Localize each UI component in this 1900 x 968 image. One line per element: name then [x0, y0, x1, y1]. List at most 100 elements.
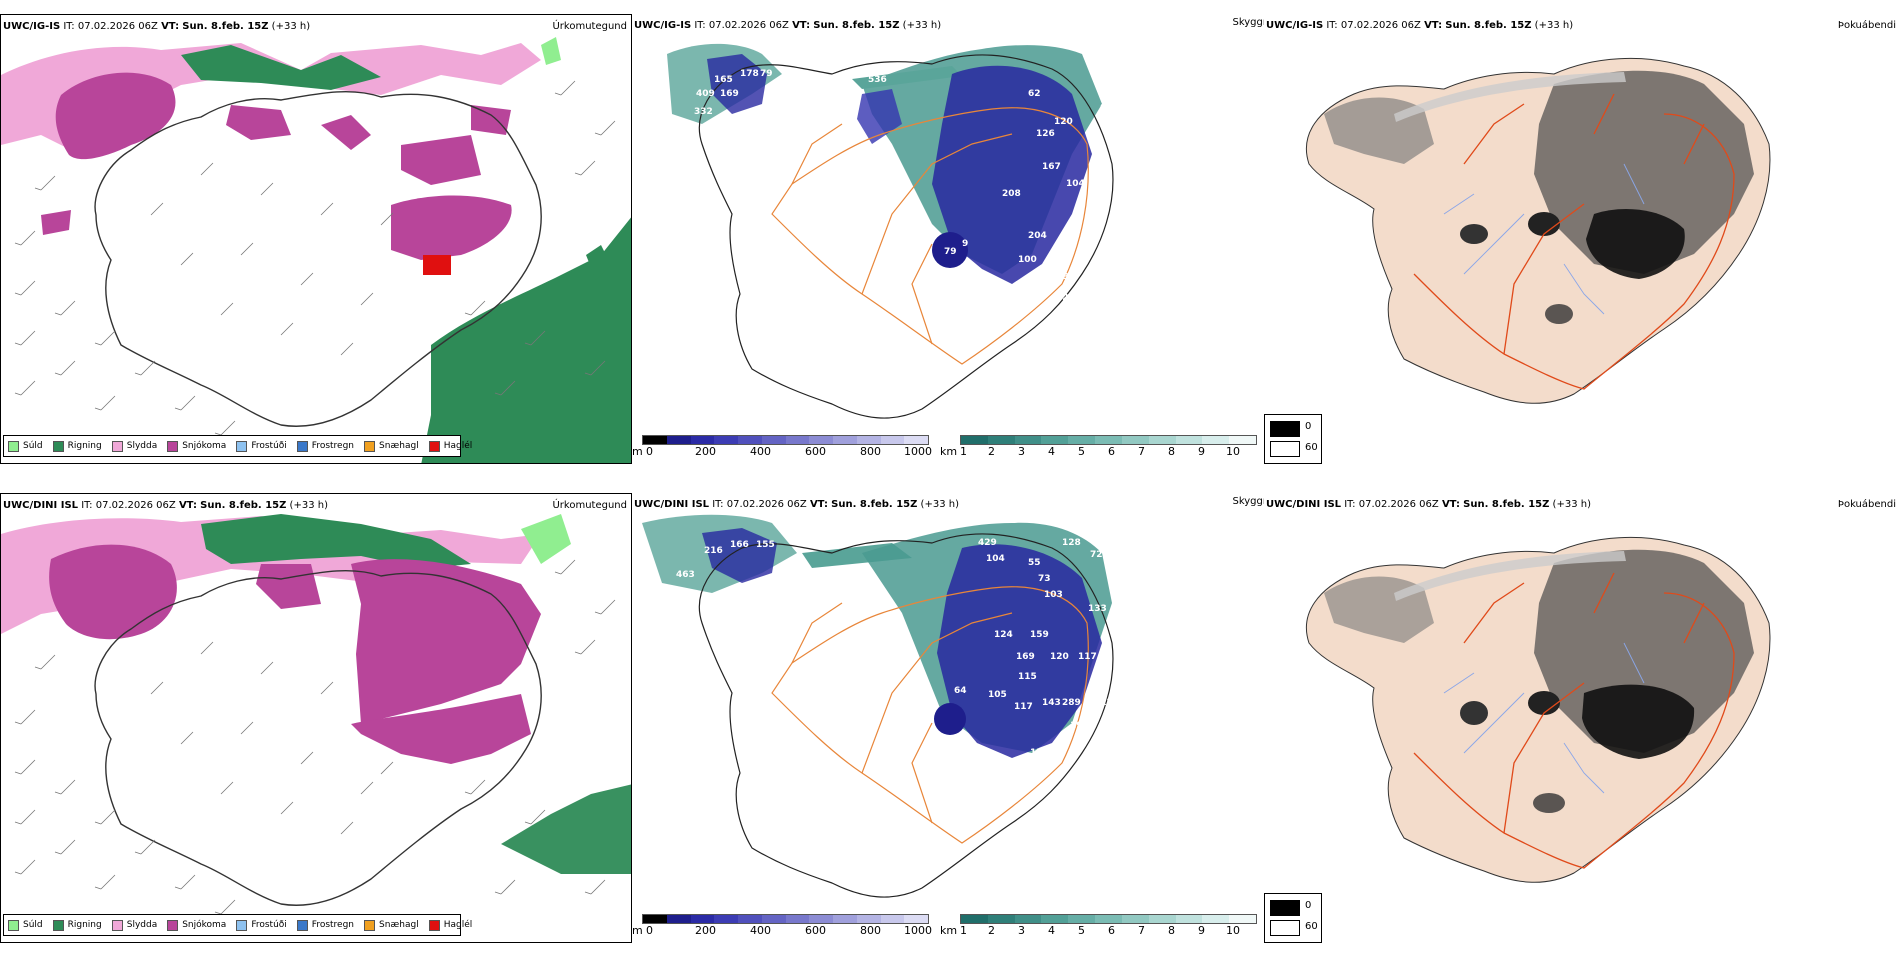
ceiling-colorbar-gradient [642, 435, 929, 445]
fog-map [1305, 536, 1771, 883]
visibility-tick: 2 [988, 924, 995, 937]
legend-swatch [236, 440, 248, 452]
legend-swatch [111, 919, 123, 931]
ceiling-color-step [738, 915, 762, 923]
ceiling-label: 99 [770, 179, 783, 189]
ceiling-label: 166 [730, 540, 749, 550]
legend-item-hail: Haglél [428, 440, 472, 452]
lead-time: (+33 h) [902, 20, 942, 31]
visibility-tick: 4 [1048, 445, 1055, 458]
ceiling-label: 69 [1100, 103, 1113, 113]
snow-area-w [41, 210, 71, 235]
legend-swatch [296, 919, 308, 931]
ceiling-label: 12 [896, 241, 909, 251]
fog-legend-swatch-dense [1270, 421, 1300, 437]
fog-legend: 0 60 [1264, 414, 1322, 464]
visibility-tick: 9 [1198, 924, 1205, 937]
ceiling-color-step [761, 436, 786, 444]
ceiling-label: 117 [1014, 702, 1033, 712]
panel-variable-label: Þokuábendi [1837, 499, 1896, 510]
snow-area-ne [351, 559, 541, 724]
valid-time: Sun. 8.feb. 15Z [831, 499, 918, 510]
ceiling-color-step [880, 915, 905, 923]
ceiling-label: 64 [954, 686, 967, 696]
ceiling-colorbar: m 0 200 400 600 800 1000 [632, 914, 932, 942]
fog-patch-west [1460, 701, 1488, 725]
fog-legend-label: 60 [1305, 921, 1318, 932]
ceiling-label: 128 [1062, 538, 1081, 548]
ceiling-label: 409 [696, 89, 715, 99]
road-network [771, 107, 1089, 365]
low-ceiling-patch-centre [932, 232, 968, 268]
legend-item-rain: Rigning [52, 440, 102, 452]
legend-swatch [167, 440, 179, 452]
visibility-color-step [961, 436, 988, 444]
visibility-color-step [1014, 915, 1042, 923]
visibility-map: 216 166 155 463 263 110 89 429 104 55 12… [642, 514, 1195, 898]
precip-type-legend: Súld Rigning Slydda Snjókoma Frostúði Fr… [3, 914, 472, 936]
road-network [771, 586, 1089, 844]
fog-legend-label: 0 [1305, 421, 1312, 432]
ceiling-label: 55 [1028, 558, 1041, 568]
visibility-tick: 9 [1198, 445, 1205, 458]
visibility-colorbar-gradient [960, 914, 1257, 924]
ceiling-colorbar-gradient [642, 914, 929, 924]
ceiling-label: 193 [1094, 179, 1113, 189]
iceland-outline [698, 54, 1114, 419]
visibility-tick: 8 [1168, 445, 1175, 458]
legend-label: Frostregn [311, 441, 355, 451]
ceiling-label: 105 [988, 690, 1007, 700]
ceiling-color-step [833, 436, 857, 444]
visibility-color-step [1202, 436, 1230, 444]
legend-label: Súld [23, 920, 43, 930]
ceiling-label: 103 [1044, 590, 1063, 600]
panel-title: UWC/DINI ISL IT: 07.02.2026 06Z VT: Sun.… [3, 500, 328, 511]
visibility-tick: 6 [1108, 924, 1115, 937]
snow-area-n1 [226, 105, 291, 140]
ceiling-tick: 400 [750, 445, 771, 458]
ceiling-tick: 600 [805, 445, 826, 458]
fog-patch-centre [1528, 212, 1560, 236]
low-ceiling-area-ne [932, 65, 1092, 284]
valid-time: Sun. 8.feb. 15Z [1445, 20, 1532, 31]
legend-swatch [428, 919, 440, 931]
legend-item-rain: Rigning [52, 919, 102, 931]
panel-title: UWC/IG-IS IT: 07.02.2026 06Z VT: Sun. 8.… [634, 20, 941, 31]
legend-label: Slydda [126, 441, 158, 451]
ceiling-label: 169 [1016, 652, 1035, 662]
ceiling-color-step [714, 915, 738, 923]
snow-area-e [391, 195, 512, 260]
ceiling-tick: 0 [646, 924, 653, 937]
low-ceiling-area-north [857, 89, 902, 144]
snow-area-nw [49, 544, 177, 640]
ceiling-label: 98 [742, 658, 755, 668]
ceiling-label: 165 [714, 75, 733, 85]
panel-title: UWC/IG-IS IT: 07.02.2026 06Z VT: Sun. 8.… [1266, 20, 1573, 31]
ceiling-label: 100 [1018, 255, 1037, 265]
snow-area-centre [351, 694, 531, 764]
visibility-color-step [1121, 915, 1149, 923]
ceiling-label: 133 [1088, 604, 1107, 614]
dense-fog-area [1586, 209, 1685, 279]
model-name: UWC/DINI ISL [3, 500, 79, 511]
ceiling-color-step [809, 915, 833, 923]
legend-label: Snæhagl [379, 441, 419, 451]
precip-type-map [1, 494, 631, 942]
precip-type-panel-dini: UWC/DINI ISL IT: 07.02.2026 06Z VT: Sun.… [0, 493, 632, 943]
visibility-tick: 1 [960, 445, 967, 458]
legend-label: Súld [23, 441, 43, 451]
visibility-color-step [1229, 436, 1256, 444]
legend-item-freezing-rain: Frostregn [296, 919, 354, 931]
fog-patch-centre [1528, 691, 1560, 715]
model-name: UWC/IG-IS [634, 20, 692, 31]
lead-time: (+33 h) [289, 500, 328, 511]
visibility-color-step [1095, 436, 1122, 444]
fog-panel-ig-is: UWC/IG-IS IT: 07.02.2026 06Z VT: Sun. 8.… [1264, 14, 1900, 464]
visibility-color-step [1229, 915, 1256, 923]
rain-area-southeast [501, 784, 631, 874]
valid-time-label: VT: [1424, 20, 1443, 31]
ceiling-label: 112 [1094, 698, 1113, 708]
rivers [1443, 163, 1645, 315]
ceiling-label: 62 [1028, 89, 1041, 99]
ceiling-tick: 800 [860, 924, 881, 937]
